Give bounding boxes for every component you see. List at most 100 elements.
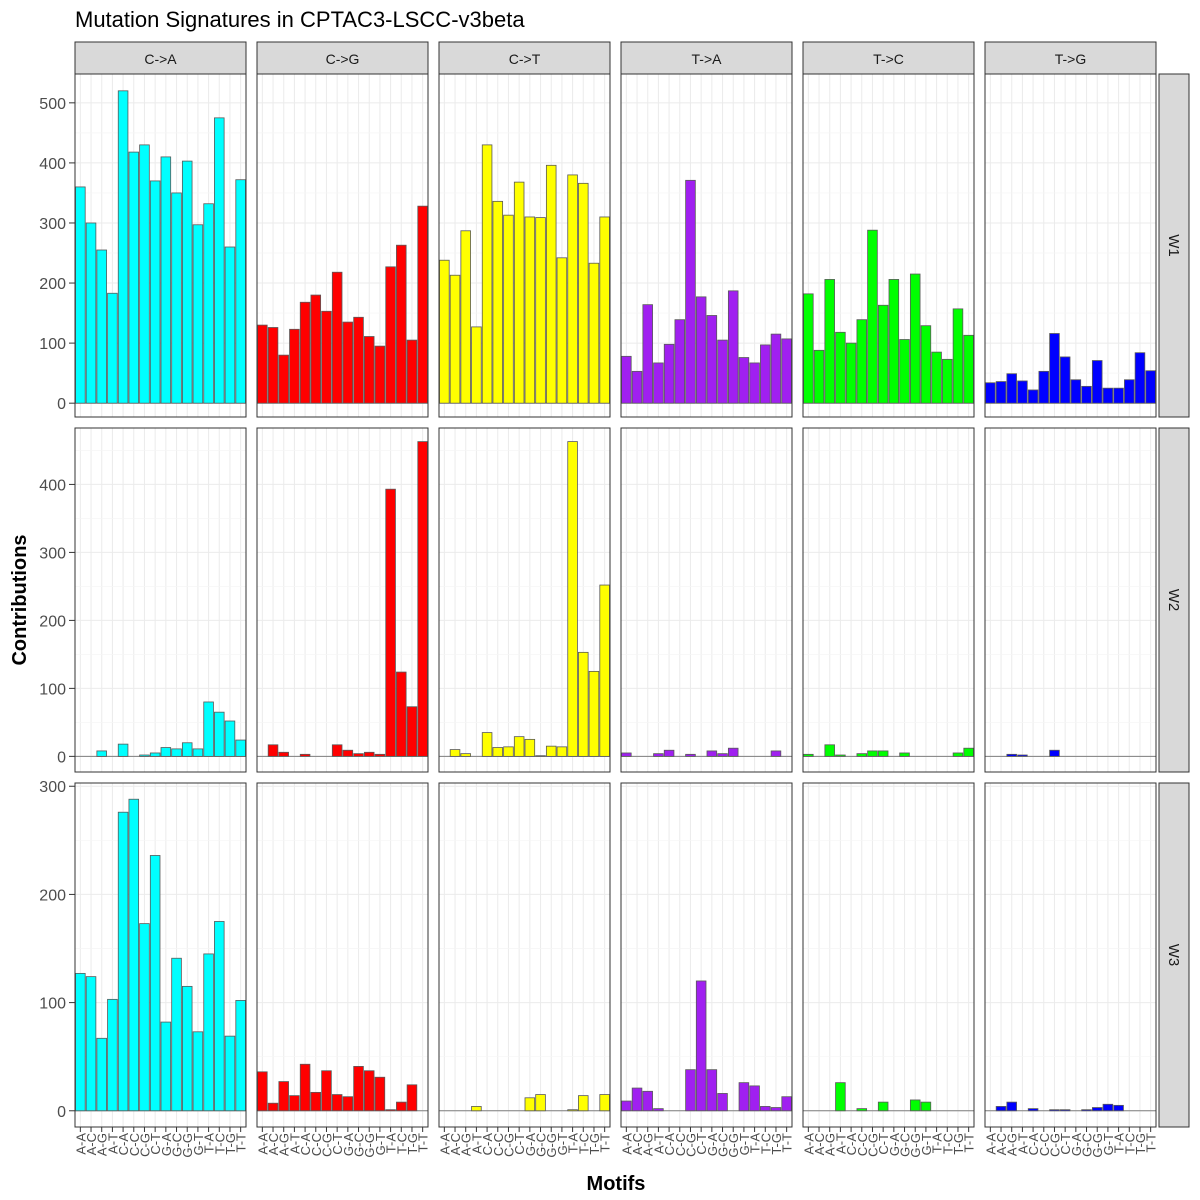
- bar-W3-T->G-C-G: [1049, 1109, 1060, 1112]
- x-tick-label-2-0: A-A: [437, 1133, 452, 1155]
- bar-W3-C->G-G-C: [353, 1066, 364, 1112]
- y-tick-label-0-5: 500: [39, 96, 66, 113]
- facet-label-5: T->G: [1055, 51, 1087, 67]
- bar-W1-C->T-A-G: [460, 230, 471, 404]
- facet-strip-2: [438, 41, 611, 75]
- bar-W2-T->A-C-A: [663, 749, 675, 757]
- bar-W1-T->G-A-C: [995, 381, 1007, 404]
- bar-W2-C->A-G-G: [181, 742, 193, 757]
- x-tick-label-5-4: C-A: [1026, 1133, 1041, 1156]
- x-tick-label-5-0: A-A: [983, 1133, 998, 1155]
- bar-W3-C->A-A-T: [107, 998, 118, 1112]
- row-label-0: W1: [1165, 234, 1182, 257]
- bar-W2-C->T-A-C: [449, 749, 461, 757]
- bar-W3-T->G-G-C: [1081, 1109, 1092, 1112]
- x-tick-label-0-8: G-A: [159, 1133, 174, 1156]
- bar-W1-T->C-T-T: [963, 334, 974, 404]
- bar-W2-T->C-A-A: [803, 753, 814, 757]
- x-tick-label-4-0: A-A: [801, 1133, 816, 1155]
- x-tick-label-3-9: G-C: [716, 1133, 731, 1157]
- bar-W3-T->A-C-G: [685, 1069, 696, 1112]
- bar-W1-C->A-C-G: [139, 144, 150, 404]
- bar-W3-C->G-A-T: [289, 1095, 300, 1112]
- bar-W2-C->G-G-G: [363, 751, 375, 757]
- bar-W2-C->G-G-A: [342, 749, 354, 757]
- x-tick-label-1-6: C-G: [319, 1133, 334, 1157]
- x-tick-label-5-15: T-T: [1144, 1133, 1159, 1153]
- panel-border: [438, 782, 611, 1128]
- bar-W3-C->A-G-A: [160, 1021, 172, 1112]
- x-tick-label-4-1: A-C: [812, 1133, 827, 1155]
- x-tick-label-3-8: G-A: [705, 1133, 720, 1156]
- bar-W1-C->T-T-C: [578, 182, 589, 404]
- x-tick-label-4-8: G-A: [887, 1133, 902, 1156]
- facet-label-2: C->T: [509, 51, 541, 67]
- x-tick-label-3-10: G-G: [726, 1133, 741, 1158]
- bar-W1-T->C-T-A: [931, 351, 942, 404]
- bar-W1-C->A-C-A: [117, 90, 129, 404]
- bar-W2-T->C-A-G: [824, 744, 835, 757]
- bar-W3-C->G-C-T: [331, 1094, 343, 1112]
- bar-W2-T->G-A-T: [1017, 754, 1028, 757]
- x-tick-label-2-7: C-T: [512, 1133, 527, 1155]
- panel-W1-3: [620, 73, 793, 418]
- panel-border: [802, 73, 975, 418]
- panel-W3-2: [438, 782, 611, 1128]
- x-tick-label-3-7: C-T: [694, 1133, 709, 1155]
- x-tick-label-5-2: A-G: [1005, 1133, 1020, 1156]
- bar-W1-T->A-A-G: [642, 304, 653, 404]
- panel-border: [620, 427, 793, 773]
- bar-W3-C->A-A-G: [96, 1037, 107, 1112]
- x-tick-label-3-12: T-A: [748, 1133, 763, 1154]
- panel-border: [984, 73, 1157, 418]
- bar-W1-C->A-G-C: [171, 192, 182, 404]
- x-tick-label-2-12: T-A: [566, 1133, 581, 1154]
- bar-W2-C->T-C-A: [481, 732, 493, 757]
- panel-W3-1: [256, 782, 429, 1128]
- x-tick-label-0-9: G-C: [170, 1133, 185, 1157]
- bar-W3-C->G-G-A: [342, 1096, 354, 1112]
- bar-W2-T->C-G-C: [899, 752, 910, 757]
- x-tick-label-1-7: C-T: [330, 1133, 345, 1155]
- bar-W2-C->T-C-T: [513, 736, 525, 757]
- x-tick-label-4-11: G-T: [919, 1133, 934, 1155]
- bar-W1-C->G-G-T: [374, 345, 386, 404]
- bar-W2-C->A-T-C: [214, 711, 225, 757]
- bar-W1-C->T-T-T: [599, 216, 610, 404]
- x-tick-label-1-11: G-T: [373, 1133, 388, 1155]
- x-tick-label-3-13: T-C: [758, 1133, 773, 1154]
- bar-W1-C->A-T-G: [224, 246, 236, 404]
- bar-W2-T->A-A-T: [653, 753, 664, 757]
- bar-W1-T->C-A-C: [813, 349, 825, 404]
- x-tick-label-3-3: A-T: [651, 1133, 666, 1154]
- panel-border: [256, 782, 429, 1128]
- bar-W3-T->G-G-T: [1102, 1103, 1114, 1112]
- bar-W1-T->G-T-G: [1134, 352, 1146, 404]
- bar-W1-T->C-A-A: [803, 293, 814, 404]
- x-tick-label-0-15: T-T: [234, 1133, 249, 1153]
- x-tick-label-3-11: G-T: [737, 1133, 752, 1155]
- x-tick-label-4-12: T-A: [930, 1133, 945, 1154]
- x-tick-label-1-0: A-A: [255, 1133, 270, 1155]
- x-tick-label-4-9: G-C: [898, 1133, 913, 1157]
- bar-W1-T->G-C-G: [1049, 333, 1060, 404]
- bar-W3-T->A-T-G: [770, 1107, 782, 1112]
- bar-W1-C->A-A-A: [75, 186, 86, 404]
- bar-W1-T->A-C-T: [695, 296, 707, 404]
- bar-W1-C->A-A-C: [85, 222, 97, 404]
- y-tick-label-2-3: 300: [39, 779, 66, 796]
- x-tick-label-0-4: C-A: [116, 1133, 131, 1156]
- bar-W1-C->G-C-A: [299, 301, 311, 404]
- row-label-1: W2: [1165, 589, 1182, 612]
- chart-title: Mutation Signatures in CPTAC3-LSCC-v3bet…: [75, 7, 525, 32]
- panel-border: [438, 427, 611, 773]
- panel-bg: [985, 428, 1156, 772]
- panel-bg: [621, 428, 792, 772]
- bar-W2-C->T-G-G: [545, 745, 557, 757]
- x-tick-label-4-5: C-C: [855, 1133, 870, 1156]
- y-axis-label: Contributions: [9, 534, 31, 665]
- bar-W3-C->G-C-G: [321, 1070, 332, 1112]
- x-tick-label-5-5: C-C: [1037, 1133, 1052, 1156]
- bar-W1-T->A-G-T: [738, 357, 750, 404]
- bar-W3-T->C-A-T: [835, 1082, 846, 1112]
